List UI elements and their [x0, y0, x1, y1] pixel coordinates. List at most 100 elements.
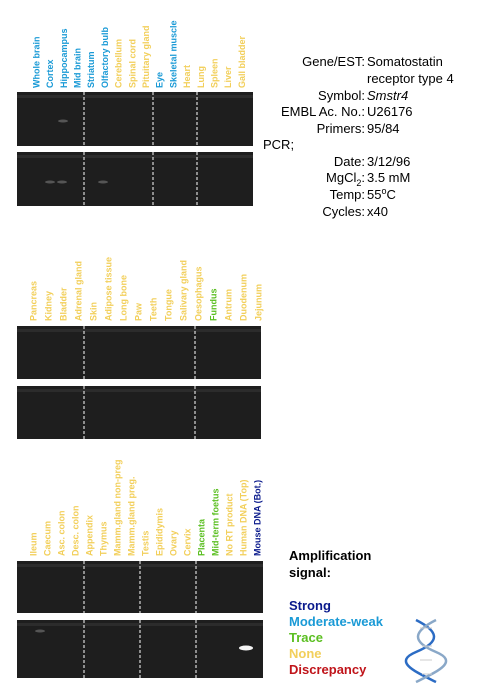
lane-label: Placenta [196, 518, 206, 556]
gel-panel: Ileum Caecum Asc. colon Desc. colon Appendix… [17, 460, 263, 678]
lane-label: Liver [223, 66, 233, 88]
info-value: 95/84 [367, 121, 400, 136]
gel-strip [17, 386, 261, 439]
lane-label: Mamm.gland non-preg [112, 460, 122, 557]
info-label: MgCl2: [326, 170, 365, 188]
lane-label: Cervix [182, 528, 192, 556]
lane-label: Eye [155, 72, 165, 88]
lane-label: Mid-term foetus [210, 489, 220, 557]
gel-band [35, 629, 45, 633]
lane-label: Mouse DNA (Bot.) [252, 480, 262, 556]
lane-label: Adipose tissue [103, 257, 113, 321]
lane-label: Oesophagus [193, 266, 203, 321]
info-value: Smstr4 [367, 88, 408, 103]
lane-label: Mid brain [72, 48, 82, 88]
lane-label: Skeletal muscle [168, 20, 178, 88]
info-label: Primers: [317, 121, 365, 136]
legend-item: Moderate-weak [289, 614, 384, 629]
gel-strip [17, 620, 263, 678]
info-value: C [386, 187, 395, 202]
gel-band [239, 645, 253, 651]
lane-label: Skin [88, 302, 98, 321]
lane-label: Mamm.gland preg. [126, 476, 136, 556]
info-value: Somatostatin [367, 54, 443, 69]
gel-panel: Whole brain Cortex Hippocampus Mid brain Str… [17, 20, 253, 206]
lane-label: Salivary gland [178, 260, 188, 321]
info-label: Date: [334, 154, 365, 169]
lane-label: Ovary [168, 530, 178, 556]
lane-label: Spleen [209, 58, 219, 88]
gel-strip [17, 326, 261, 379]
lane-label: Bladder [58, 287, 68, 321]
legend-item: Discrepancy [289, 662, 367, 677]
info-label: Symbol: [318, 88, 365, 103]
dna-icon [404, 618, 448, 684]
info-value: 3.5 mM [367, 170, 410, 185]
lane-label: Lung [196, 66, 206, 88]
info-label: Gene/EST: [302, 54, 365, 69]
gel-wells [17, 564, 263, 567]
lane-label: Spinal cord [127, 39, 137, 88]
lane-label: Desc. colon [70, 505, 80, 556]
lane-label: Testis [140, 531, 150, 556]
gel-wells [17, 95, 253, 98]
legend-item: None [289, 646, 322, 661]
lane-label: Cerebellum [114, 39, 124, 88]
lane-label: Caecum [42, 521, 52, 556]
gel-wells [17, 155, 253, 158]
info-sub: 2 [356, 178, 361, 188]
gel-band [98, 180, 108, 184]
lane-label: Duodenum [238, 274, 248, 321]
lane-label: Adrenal gland [73, 261, 83, 321]
info-value: 55 [367, 187, 381, 202]
info-sup: o [381, 186, 386, 196]
lane-label: Appendix [84, 515, 94, 556]
gene-info: Gene/EST: Somatostatin receptor type 4 S… [263, 54, 454, 219]
lane-label: Heart [182, 65, 192, 88]
lane-label: Jejunum [253, 284, 263, 321]
gel-wells [17, 329, 261, 332]
lane-label: Hippocampus [59, 28, 69, 88]
gel-strip [17, 152, 253, 206]
info-value: 3/12/96 [367, 154, 410, 169]
lane-label: Pituitary gland [141, 25, 151, 88]
info-label: Temp: [330, 187, 365, 202]
legend: Amplification signal: StrongModerate-wea… [289, 548, 384, 677]
info-value: receptor type 4 [367, 71, 454, 86]
lane-label: Teeth [148, 298, 158, 321]
gel-wells [17, 623, 263, 626]
legend-title: signal: [289, 565, 331, 580]
lane-label: Human DNA (Top) [238, 480, 248, 557]
lane-label: Pancreas [28, 281, 38, 321]
info-label: PCR; [263, 137, 294, 152]
lane-label: Paw [133, 302, 143, 321]
info-label: Cycles: [322, 204, 365, 219]
lane-label: Kidney [43, 291, 53, 321]
lane-label: No RT product [224, 494, 234, 557]
info-label: MgCl [326, 170, 356, 185]
lane-label: Whole brain [31, 37, 41, 89]
gel-band [57, 180, 67, 184]
lane-label: Striatum [86, 51, 96, 88]
lane-label: Epididymis [154, 508, 164, 556]
lane-label: Asc. colon [56, 510, 66, 556]
lane-label: Olfactory bulb [100, 26, 110, 88]
legend-item: Strong [289, 598, 331, 613]
lane-label: Long bone [118, 275, 128, 321]
gel-band [45, 180, 55, 184]
lane-label: Antrum [223, 289, 233, 321]
info-label: : [361, 170, 365, 185]
lane-label: Thymus [98, 521, 108, 556]
gel-strip [17, 92, 253, 146]
info-label: EMBL Ac. No.: [281, 104, 365, 119]
lane-label: Cortex [45, 59, 55, 88]
lane-label: Fundus [208, 289, 218, 322]
info-value: x40 [367, 204, 388, 219]
lane-label: Ileum [28, 532, 38, 556]
legend-item: Trace [289, 630, 323, 645]
lane-label: Gall bladder [237, 35, 247, 88]
info-value: 55oC [367, 186, 396, 202]
info-value: U26176 [367, 104, 413, 119]
